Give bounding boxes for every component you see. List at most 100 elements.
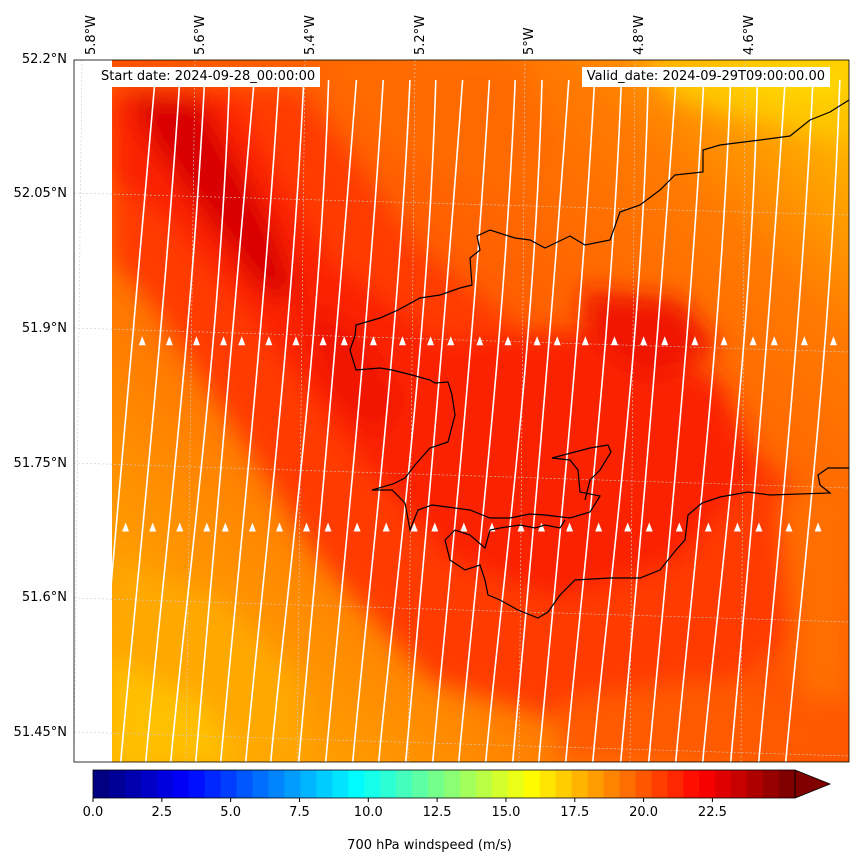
streamline-arrow bbox=[460, 522, 468, 532]
colorbar-segment bbox=[651, 770, 668, 798]
lon-label: 4.6°W bbox=[742, 15, 757, 55]
streamline bbox=[647, 79, 705, 762]
streamline bbox=[674, 79, 732, 762]
colorbar-segment bbox=[603, 770, 620, 798]
colorbar-tick-label: 10.0 bbox=[353, 805, 383, 820]
streamline-arrow bbox=[192, 336, 200, 346]
colorbar-segment bbox=[188, 770, 206, 798]
streamline-arrow bbox=[427, 336, 435, 346]
streamline-arrow bbox=[122, 522, 130, 532]
colorbar-segment bbox=[364, 770, 381, 798]
colorbar-segment bbox=[412, 770, 429, 798]
streamline-arrow bbox=[203, 522, 211, 532]
streamlines bbox=[112, 79, 841, 762]
streamline bbox=[112, 79, 156, 589]
streamline-arrow bbox=[476, 336, 484, 346]
streamline-arrow bbox=[248, 522, 256, 532]
streamline bbox=[297, 79, 358, 762]
colorbar bbox=[92, 769, 832, 802]
map-border bbox=[73, 59, 850, 763]
streamline-arrow bbox=[410, 522, 418, 532]
lat-label: 52.2°N bbox=[22, 52, 67, 67]
colorbar-segment bbox=[156, 770, 174, 798]
streamline-arrow bbox=[220, 336, 228, 346]
lon-label: 5.6°W bbox=[193, 15, 208, 55]
lon-label: 5.2°W bbox=[413, 15, 428, 55]
streamline bbox=[169, 79, 231, 762]
streamline-arrow bbox=[770, 336, 778, 346]
colorbar-segment bbox=[124, 770, 142, 798]
streamline-arrow bbox=[749, 336, 757, 346]
streamline bbox=[784, 79, 841, 762]
streamline bbox=[564, 79, 623, 762]
colorbar-segment bbox=[348, 770, 365, 798]
streamline-arrow bbox=[369, 336, 377, 346]
colorbar-segment bbox=[236, 770, 254, 798]
colorbar-segment bbox=[93, 770, 110, 798]
lat-label: 51.45°N bbox=[14, 725, 67, 740]
colorbar-extend-arrow bbox=[794, 769, 832, 799]
streamline-arrow bbox=[265, 336, 273, 346]
streamline-arrow bbox=[398, 336, 406, 346]
colorbar-tick-label: 20.0 bbox=[629, 805, 659, 820]
streamline-arrow bbox=[165, 336, 173, 346]
colorbar-segment bbox=[747, 770, 764, 798]
colorbar-segment bbox=[380, 770, 397, 798]
colorbar-tick-label: 0.0 bbox=[82, 805, 104, 820]
colorbar-segment bbox=[523, 770, 541, 798]
colorbar-segment bbox=[763, 770, 780, 798]
colorbar-segment bbox=[268, 770, 285, 798]
streamline bbox=[404, 79, 464, 762]
lon-label: 5.4°W bbox=[303, 15, 318, 55]
streamline-arrow bbox=[275, 522, 283, 532]
streamline-arrow bbox=[340, 336, 348, 346]
colorbar-border bbox=[92, 769, 796, 799]
colorbar-tick-label: 5.0 bbox=[220, 805, 241, 820]
colorbar-segment bbox=[108, 770, 126, 798]
colorbar-segment bbox=[316, 770, 333, 798]
streamline-arrow bbox=[292, 336, 300, 346]
streamline-arrow bbox=[581, 336, 589, 346]
lat-label: 52.05°N bbox=[14, 186, 67, 201]
streamline bbox=[757, 79, 814, 762]
colorbar-segment bbox=[715, 770, 732, 798]
streamline-arrow bbox=[720, 336, 728, 346]
streamline bbox=[457, 79, 516, 762]
streamline-arrow bbox=[447, 336, 455, 346]
streamline-arrow bbox=[553, 336, 561, 346]
streamline-arrow bbox=[595, 522, 603, 532]
longitude-labels: 5.8°W 5.6°W 5.4°W 5.2°W 5°W 4.8°W 4.6°W bbox=[84, 15, 757, 55]
coastline bbox=[349, 99, 850, 619]
streamline-arrow bbox=[221, 522, 229, 532]
colorbar-segment bbox=[140, 770, 158, 798]
colorbar-segment bbox=[220, 770, 238, 798]
streamline-arrow bbox=[566, 522, 574, 532]
streamline-arrow bbox=[755, 522, 763, 532]
colorbar-segment bbox=[539, 770, 557, 798]
colorbar-tick-label: 12.5 bbox=[422, 805, 452, 820]
streamline bbox=[351, 79, 411, 762]
streamline bbox=[244, 79, 305, 762]
colorbar-tick-label: 22.5 bbox=[697, 805, 727, 820]
streamline-arrow bbox=[382, 522, 390, 532]
streamline bbox=[377, 79, 437, 762]
streamline-arrow bbox=[624, 522, 632, 532]
streamline-arrow bbox=[431, 522, 439, 532]
streamline bbox=[619, 79, 677, 762]
colorbar-label: 700 hPa windspeed (m/s) bbox=[347, 838, 512, 853]
streamline bbox=[484, 79, 543, 762]
streamline-arrow bbox=[610, 336, 618, 346]
streamline-arrow bbox=[504, 336, 512, 346]
colorbar-segment bbox=[444, 770, 461, 798]
colorbar-segment bbox=[172, 770, 190, 798]
colorbar-segment bbox=[332, 770, 349, 798]
lat-label: 51.9°N bbox=[22, 321, 67, 336]
streamline-arrow bbox=[319, 336, 327, 346]
colorbar-tick-label: 7.5 bbox=[289, 805, 310, 820]
streamline-arrow bbox=[176, 522, 184, 532]
colorbar-tick-label: 15.0 bbox=[491, 805, 521, 820]
colorbar-segment bbox=[699, 770, 716, 798]
colorbar-segment bbox=[731, 770, 748, 798]
streamline bbox=[431, 79, 491, 762]
